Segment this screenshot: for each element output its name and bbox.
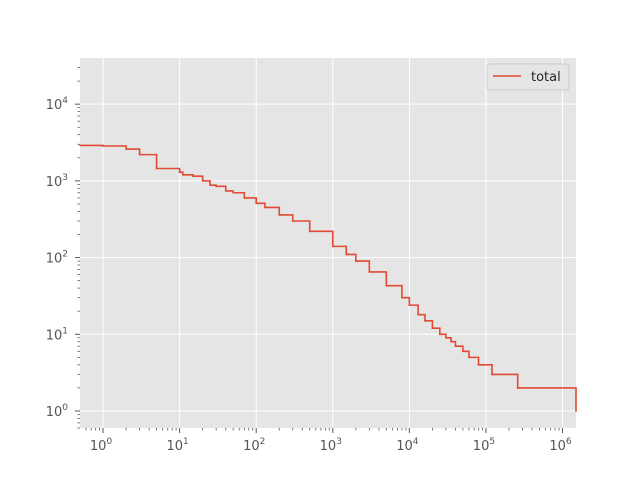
data-point xyxy=(355,260,357,262)
data-point xyxy=(331,245,334,248)
x-tick-label-base: 10 xyxy=(243,439,260,454)
data-point xyxy=(308,230,311,233)
data-point xyxy=(408,304,411,306)
data-point xyxy=(445,336,447,339)
x-tick-label: 104 xyxy=(396,437,419,454)
data-point xyxy=(278,214,281,216)
data-point xyxy=(516,387,519,389)
y-tick-label: 102 xyxy=(46,250,68,267)
x-tick-label-base: 10 xyxy=(473,439,490,454)
data-point xyxy=(178,171,181,173)
data-point xyxy=(182,174,184,176)
data-point xyxy=(224,190,227,192)
y-tick-label: 101 xyxy=(46,326,68,343)
y-tick-label: 103 xyxy=(46,173,68,190)
data-point xyxy=(368,271,371,273)
x-tick-label-exponent: 6 xyxy=(566,437,572,447)
x-tick-label: 101 xyxy=(166,437,188,454)
y-tick-label-base: 10 xyxy=(46,98,63,113)
data-point xyxy=(264,206,266,209)
data-point xyxy=(345,253,348,256)
legend-label: total xyxy=(531,70,561,85)
x-tick-label-base: 10 xyxy=(320,439,337,454)
data-point xyxy=(125,148,127,150)
data-point xyxy=(431,327,434,330)
y-tick-label-exponent: 2 xyxy=(62,250,68,260)
data-point xyxy=(462,350,464,353)
x-tick-label-exponent: 5 xyxy=(489,437,495,447)
x-tick-label-base: 10 xyxy=(90,439,107,454)
data-point xyxy=(232,191,234,194)
y-tick-label-base: 10 xyxy=(46,405,63,420)
x-tick-label: 102 xyxy=(243,437,265,454)
x-tick-label-exponent: 3 xyxy=(336,437,342,447)
x-tick-label-base: 10 xyxy=(549,439,566,454)
plot-area xyxy=(80,58,576,428)
data-point xyxy=(424,319,426,322)
data-point xyxy=(243,197,246,199)
y-tick-label: 104 xyxy=(46,96,69,113)
y-tick-label-exponent: 4 xyxy=(62,96,68,106)
data-point xyxy=(477,364,480,366)
data-point xyxy=(439,333,441,336)
x-tick-label-base: 10 xyxy=(166,439,183,454)
x-tick-label-exponent: 4 xyxy=(413,437,419,447)
legend: total xyxy=(486,63,570,91)
data-point xyxy=(491,373,493,376)
x-tick-label: 105 xyxy=(473,437,495,454)
data-point xyxy=(192,175,194,178)
series-layer xyxy=(79,144,577,412)
data-point xyxy=(215,185,217,188)
y-tick-label-base: 10 xyxy=(46,175,63,190)
y-tick-label-exponent: 0 xyxy=(62,403,68,413)
data-point xyxy=(575,410,577,412)
x-tick-label-exponent: 1 xyxy=(183,437,189,447)
x-tick-label: 103 xyxy=(320,437,342,454)
grid xyxy=(80,58,576,428)
data-point xyxy=(138,153,141,156)
data-point xyxy=(454,345,457,347)
y-tick-label: 100 xyxy=(46,403,69,420)
data-point xyxy=(450,340,452,343)
data-point xyxy=(255,202,258,205)
data-point xyxy=(401,296,403,299)
data-point xyxy=(468,356,470,359)
x-tick-label-exponent: 0 xyxy=(106,437,112,447)
data-point xyxy=(417,313,419,316)
x-tick-label-base: 10 xyxy=(396,439,413,454)
y-tick-label-base: 10 xyxy=(46,328,63,343)
x-tick-label: 100 xyxy=(90,437,113,454)
x-tick-label-exponent: 2 xyxy=(260,437,266,447)
y-tick-label-base: 10 xyxy=(46,252,63,267)
data-point xyxy=(201,180,204,182)
data-point xyxy=(102,145,104,147)
data-point xyxy=(79,144,81,147)
y-tick-label-exponent: 1 xyxy=(62,326,68,336)
data-point xyxy=(155,167,158,170)
data-point xyxy=(291,220,294,222)
data-point xyxy=(209,184,211,186)
legend-box xyxy=(486,63,570,91)
data-point xyxy=(385,284,388,287)
y-tick-label-exponent: 3 xyxy=(62,173,68,183)
x-tick-label: 106 xyxy=(549,437,572,454)
